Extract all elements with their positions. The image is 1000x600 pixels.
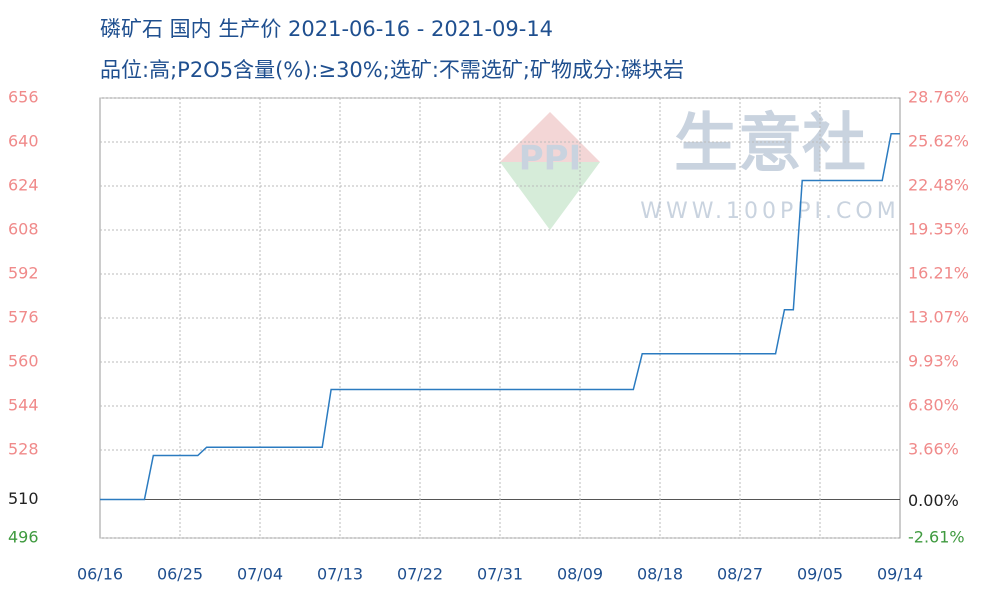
y-tick-label: 510 xyxy=(8,489,39,508)
y2-tick-label: 19.35% xyxy=(908,219,969,238)
x-tick-label: 09/05 xyxy=(797,565,843,584)
watermark-logo: PPI xyxy=(519,139,582,179)
y-tick-label: 640 xyxy=(8,132,39,151)
watermark-name: 生意社 xyxy=(674,108,866,182)
watermark-logo-shape xyxy=(500,162,600,230)
x-tick-label: 09/14 xyxy=(877,565,923,584)
data-line xyxy=(100,133,900,501)
x-tick-label: 06/16 xyxy=(77,565,123,584)
y-tick-label: 592 xyxy=(8,264,39,283)
y-tick-label: 624 xyxy=(8,176,39,195)
y-tick-label: 608 xyxy=(8,220,39,239)
x-tick-label: 07/13 xyxy=(317,565,363,584)
y-tick-label: 544 xyxy=(8,396,39,415)
x-tick-label: 08/09 xyxy=(557,565,603,584)
watermark: PPI 生意社 WWW.100PPI.COM xyxy=(500,108,899,230)
y2-tick-label: 9.93% xyxy=(908,352,959,371)
y2-tick-label: 16.21% xyxy=(908,264,969,283)
x-tick-label: 06/25 xyxy=(157,565,203,584)
x-tick-label: 08/18 xyxy=(637,565,683,584)
y2-tick-label: 3.66% xyxy=(908,440,959,459)
watermark-url: WWW.100PPI.COM xyxy=(640,199,899,224)
y2-tick-label: 0.00% xyxy=(908,491,959,510)
y2-tick-label: -2.61% xyxy=(908,528,965,547)
y2-tick-label: 25.62% xyxy=(908,132,969,151)
y-tick-label: 560 xyxy=(8,352,39,371)
y2-tick-label: 28.76% xyxy=(908,88,969,107)
x-tick-label: 07/22 xyxy=(397,565,443,584)
y2-tick-label: 22.48% xyxy=(908,176,969,195)
x-tick-label: 07/04 xyxy=(237,565,283,584)
chart-title: 磷矿石 国内 生产价 2021-06-16 - 2021-09-14 xyxy=(100,17,553,41)
y-tick-label: 576 xyxy=(8,308,39,327)
x-tick-label: 08/27 xyxy=(717,565,763,584)
y-tick-label: 656 xyxy=(8,88,39,107)
y-tick-label: 496 xyxy=(8,528,39,547)
x-tick-label: 07/31 xyxy=(477,565,523,584)
chart-subtitle: 品位:高;P2O5含量(%):≥30%;选矿:不需选矿;矿物成分:磷块岩 xyxy=(100,58,684,82)
y-tick-label: 528 xyxy=(8,440,39,459)
y2-tick-label: 13.07% xyxy=(908,308,969,327)
y2-tick-label: 6.80% xyxy=(908,396,959,415)
